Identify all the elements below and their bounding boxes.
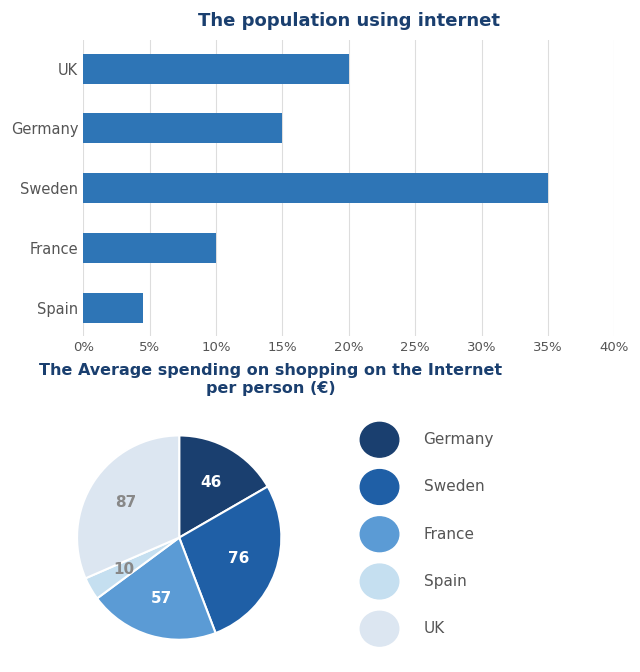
Text: France: France [424,527,474,542]
Text: The Average spending on shopping on the Internet
per person (€): The Average spending on shopping on the … [39,364,502,396]
Text: 76: 76 [228,551,250,566]
Bar [83,54,349,83]
Text: Sweden: Sweden [424,480,484,495]
Circle shape [360,564,399,599]
Bar [83,173,548,203]
Circle shape [360,612,399,646]
Circle shape [360,470,399,505]
Title: The population using internet: The population using internet [198,12,500,30]
Text: Germany: Germany [424,432,494,448]
Text: Spain: Spain [424,574,467,589]
Text: 87: 87 [116,495,137,510]
Bar [83,114,282,143]
Circle shape [360,423,399,457]
Wedge shape [77,435,179,579]
Wedge shape [97,538,216,640]
Circle shape [360,517,399,552]
Wedge shape [179,487,282,633]
Text: 10: 10 [114,562,135,577]
Text: 46: 46 [200,475,221,491]
Bar [83,293,143,323]
Wedge shape [179,435,268,538]
Bar [83,233,216,263]
Text: UK: UK [424,621,445,636]
Text: 57: 57 [151,591,172,606]
Wedge shape [86,538,179,598]
